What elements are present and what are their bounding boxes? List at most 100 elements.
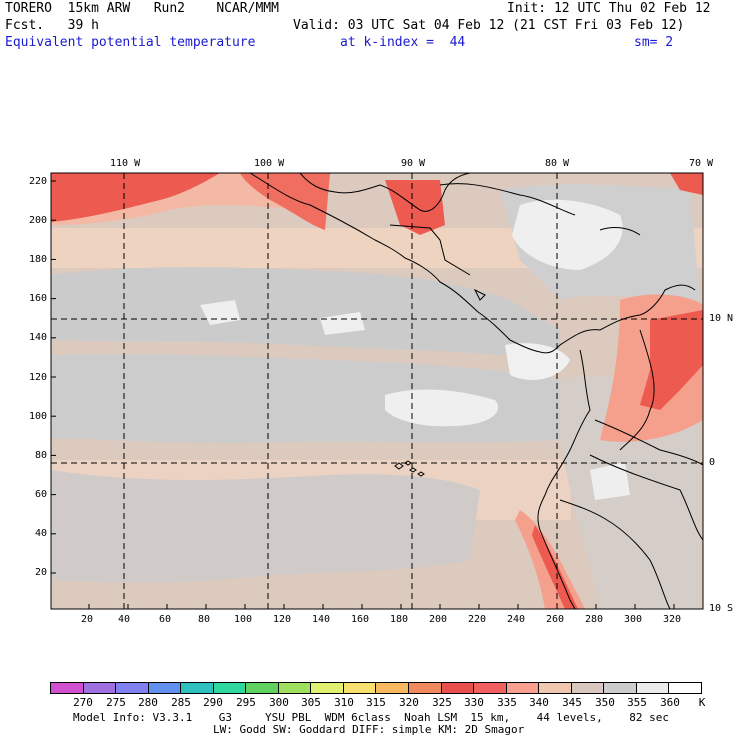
colorbar-label: 275: [106, 696, 126, 709]
y-tick: 100: [28, 411, 47, 422]
coast-pacific-sa: [537, 349, 591, 609]
colorbar-swatch: [571, 683, 605, 693]
colorbar-swatch: [116, 683, 149, 693]
y-tick: 220: [28, 176, 47, 187]
field-gray-north: [51, 267, 560, 360]
x-tick: 200: [429, 614, 448, 625]
y-tick: 120: [28, 372, 47, 383]
forecast-hour: Fcst. 39 h: [5, 18, 99, 33]
field-white-equator: [385, 389, 499, 427]
x-tick: 280: [585, 614, 604, 625]
border-5: [389, 224, 471, 276]
x-tick: 100: [234, 614, 253, 625]
smoothing-info: sm= 2: [634, 35, 674, 50]
y-tick: 40: [34, 528, 47, 539]
colorbar-swatch: [278, 683, 312, 693]
y-tick: 200: [28, 215, 47, 226]
border-3: [559, 499, 671, 609]
colorbar-label: 350: [595, 696, 615, 709]
field-gray-south: [51, 470, 480, 583]
colorbar-swatch: [246, 683, 279, 693]
border-4: [619, 329, 655, 451]
border-1: [594, 419, 703, 466]
lat-label-10s: 10 S: [709, 603, 734, 614]
physics-info: LW: Godd SW: Goddard DIFF: simple KM: 2D…: [213, 723, 525, 736]
colorbar-label: 325: [432, 696, 452, 709]
x-tick: 300: [624, 614, 643, 625]
field-red-northeast: [670, 173, 703, 195]
colorbar-label: 310: [334, 696, 354, 709]
x-tick: 160: [351, 614, 370, 625]
lon-label-100w: 100 W: [254, 158, 285, 169]
coastlines: [51, 173, 703, 609]
x-tick: 40: [118, 614, 131, 625]
x-tick: 180: [390, 614, 409, 625]
colorbar-label: 315: [366, 696, 386, 709]
border-2: [589, 454, 703, 541]
colorbar-label: 320: [399, 696, 419, 709]
field-red-peru: [532, 525, 578, 609]
colorbar-label: 305: [301, 696, 321, 709]
y-tick: 80: [34, 450, 47, 461]
y-tick: 140: [28, 332, 47, 343]
field-white-panama: [505, 343, 570, 380]
field-red-colombia: [640, 310, 703, 410]
colorbar-swatch: [148, 683, 182, 693]
coast-mexico-north: [299, 173, 471, 212]
colorbar-unit: K: [698, 696, 706, 709]
colorbar-swatch: [604, 683, 637, 693]
colorbar-label: 285: [171, 696, 191, 709]
valid-time: Valid: 03 UTC Sat 04 Feb 12 (21 CST Fri …: [293, 18, 685, 33]
field-red-guatemala: [385, 180, 445, 235]
field-white-caribbean: [512, 199, 623, 270]
coast-hispaniola: [599, 227, 641, 236]
x-tick: 20: [81, 614, 94, 625]
galapagos-4: [417, 471, 425, 477]
y-tick: 20: [34, 567, 47, 578]
coast-central-america: [51, 173, 561, 354]
field-red-northwest: [51, 173, 220, 222]
x-tick: 220: [468, 614, 487, 625]
colorbar-swatch: [409, 683, 442, 693]
level-info: at k-index = 44: [340, 35, 466, 50]
field-white-small-2: [320, 312, 365, 335]
field-white-small-1: [200, 300, 240, 325]
colorbar-label: 360: [660, 696, 680, 709]
colorbar-label: 270: [73, 696, 93, 709]
field-name: Equivalent potential temperature: [5, 35, 256, 50]
x-tick: 240: [507, 614, 526, 625]
island-1: [473, 288, 486, 301]
colorbar-swatch: [539, 683, 572, 693]
lat-label-10n: 10 N: [709, 313, 734, 324]
x-tick: 80: [198, 614, 211, 625]
y-tick: 160: [28, 293, 47, 304]
field-red-mexico: [240, 173, 330, 230]
field-white-amazon: [590, 462, 630, 500]
init-time: Init: 12 UTC Thu 02 Feb 12: [507, 1, 711, 16]
field-shading: [51, 173, 703, 609]
colorbar-label: 345: [562, 696, 582, 709]
colorbar-swatch: [636, 683, 670, 693]
colorbar-label: 295: [236, 696, 256, 709]
colorbar-label: 330: [464, 696, 484, 709]
x-tick: 260: [546, 614, 565, 625]
plot-frame: [50, 172, 704, 610]
coast-caribbean-sa: [559, 284, 696, 346]
colorbar-swatch: [474, 683, 507, 693]
colorbar-swatch: [181, 683, 214, 693]
lon-label-110w: 110 W: [110, 158, 141, 169]
lon-label-90w: 90 W: [401, 158, 426, 169]
colorbar: [50, 682, 702, 694]
x-tick: 120: [273, 614, 292, 625]
x-tick: 60: [159, 614, 172, 625]
axis-tick-marks: [51, 180, 675, 609]
lon-label-80w: 80 W: [545, 158, 570, 169]
colorbar-label: 300: [269, 696, 289, 709]
colorbar-swatch: [506, 683, 540, 693]
colorbar-swatch: [441, 683, 475, 693]
coast-cuba: [439, 183, 576, 216]
y-tick: 60: [34, 489, 47, 500]
galapagos-1: [394, 462, 404, 470]
colorbar-swatch: [83, 683, 117, 693]
